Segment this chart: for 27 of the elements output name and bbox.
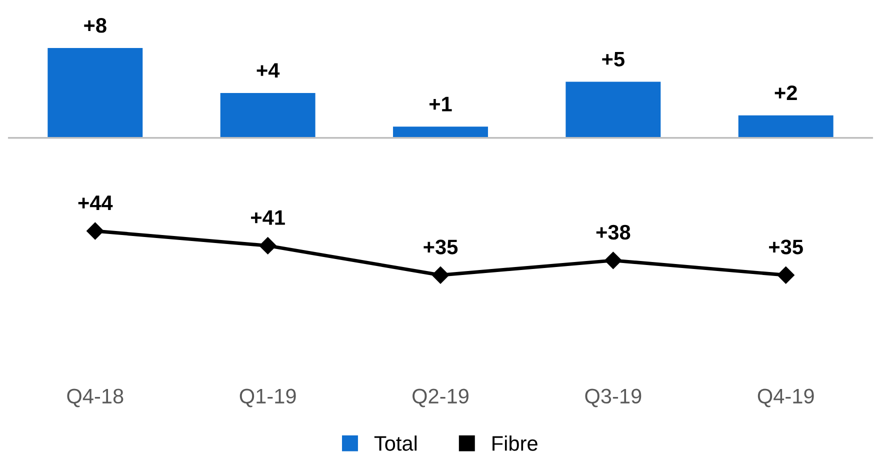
x-tick-label: Q3-19 xyxy=(585,388,642,408)
point xyxy=(259,237,276,254)
data-label: +38 xyxy=(596,224,630,240)
point xyxy=(604,252,622,269)
data-label: +4 xyxy=(256,63,280,78)
data-label: +41 xyxy=(251,210,285,225)
x-tick-label: Q4-19 xyxy=(758,388,814,408)
data-label: +1 xyxy=(430,96,452,112)
point xyxy=(432,266,450,284)
data-label: +35 xyxy=(769,240,803,254)
x-tick-label: Q2-19 xyxy=(412,388,468,408)
data-label: +35 xyxy=(424,240,458,254)
data-label: +8 xyxy=(84,18,106,33)
bar xyxy=(566,82,661,138)
data-label: +2 xyxy=(774,85,797,100)
bar xyxy=(48,48,143,138)
bar xyxy=(738,115,834,138)
bar xyxy=(220,92,316,138)
point xyxy=(777,266,794,284)
legend-label: Fibre xyxy=(492,436,538,451)
data-label: +5 xyxy=(602,52,624,66)
bar xyxy=(393,126,488,138)
x-tick-label: Q4-18 xyxy=(67,388,124,408)
x-tick-label: Q1-19 xyxy=(240,388,296,408)
legend-label: Total xyxy=(374,436,417,451)
data-label: +44 xyxy=(78,196,113,210)
point xyxy=(86,222,104,240)
